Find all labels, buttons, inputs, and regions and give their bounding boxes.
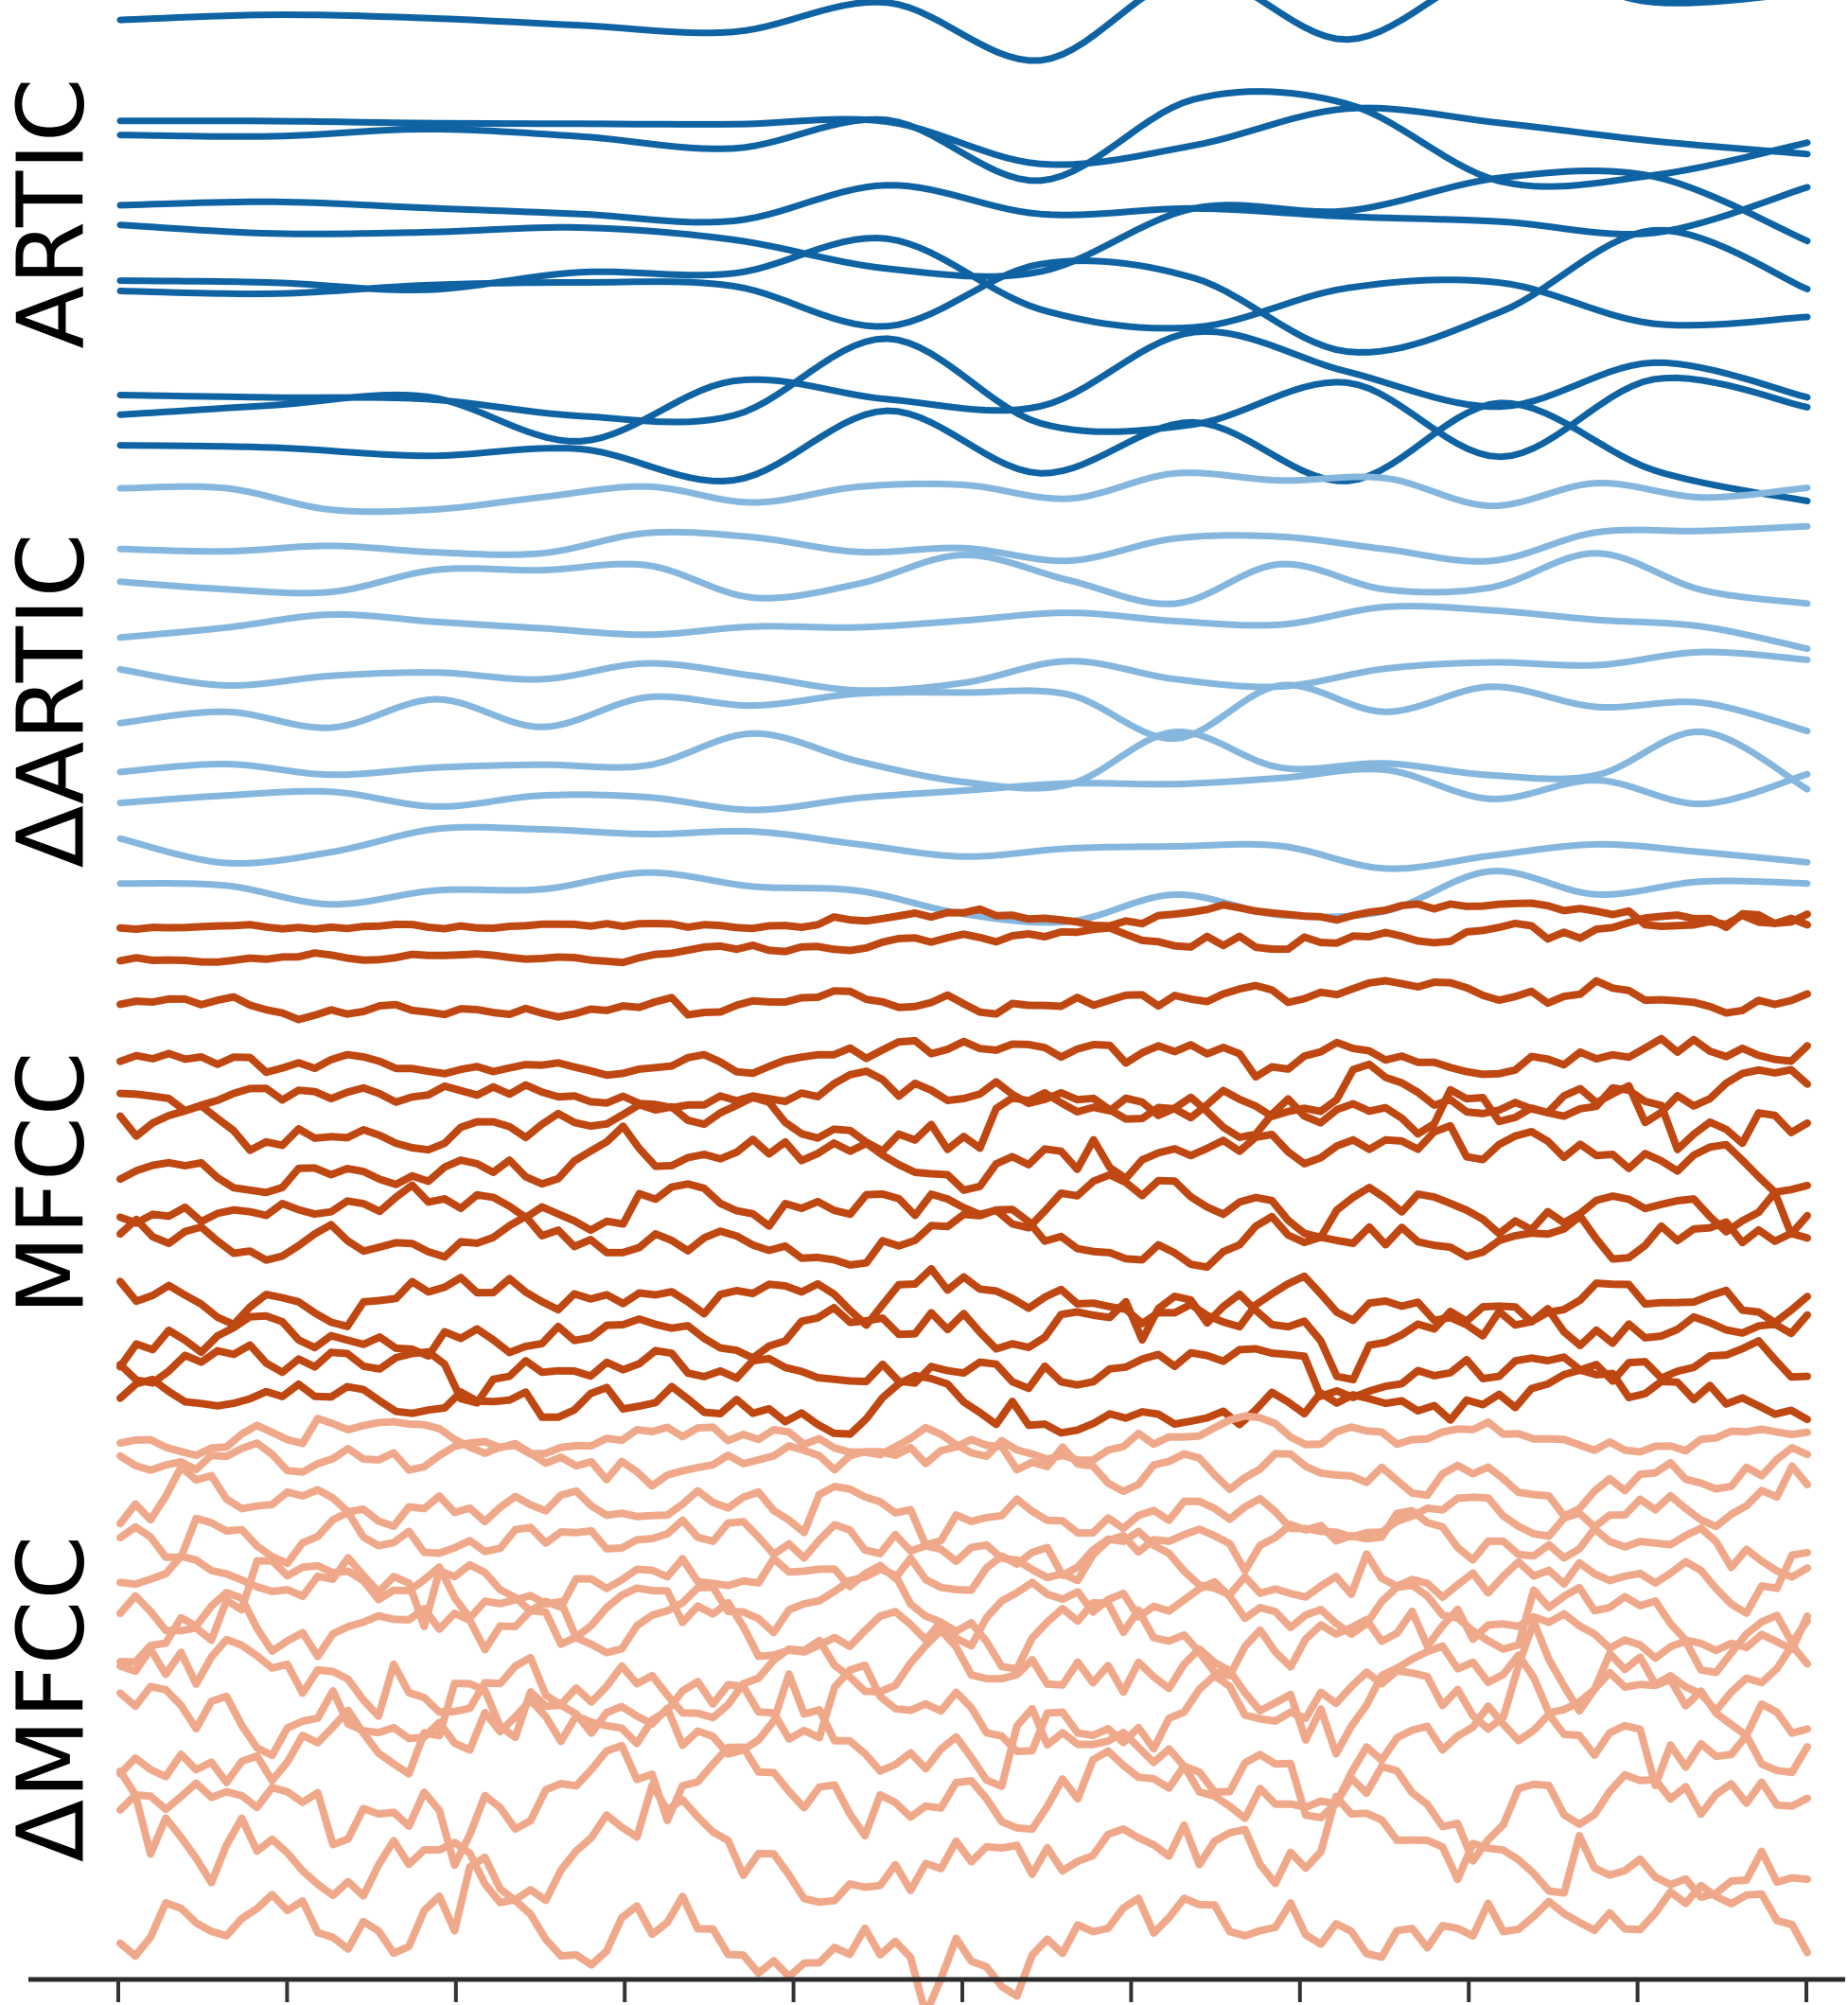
feature-trace: [116, 1741, 1811, 1870]
feature-trace: [116, 1617, 1811, 1760]
feature-trace: [116, 1435, 1811, 1521]
feature-trace: [116, 603, 1811, 653]
feature-trace: [116, 1584, 1811, 1680]
group-label-mfcc: MFCC: [0, 1050, 105, 1315]
feature-trace: [116, 1462, 1811, 1549]
feature-trace: [116, 1034, 1811, 1082]
trace-group-artic: [116, 0, 1811, 504]
feature-trace: [116, 823, 1811, 872]
feature-trace: [116, 1337, 1811, 1407]
feature-trace: [116, 1626, 1811, 1758]
feature-trace: [116, 88, 1811, 190]
group-label-artic: ARTIC: [0, 77, 105, 349]
feature-trace: [116, 648, 1811, 695]
feature-trace: [116, 399, 1811, 504]
group-label-delta-artic: ΔARTIC: [0, 532, 105, 869]
trace-group-delta-mfcc: [116, 1412, 1811, 2005]
feature-trace: [116, 1781, 1811, 1907]
feature-trace: [116, 327, 1811, 445]
feature-trace: [116, 469, 1811, 516]
feature-trace: [116, 550, 1811, 607]
feature-trace: [116, 1853, 1811, 2005]
feature-trace: [116, 0, 1768, 64]
feature-trace: [116, 182, 1811, 237]
feature-trace: [116, 1506, 1811, 1585]
feature-trace: [116, 522, 1811, 565]
feature-trace: [116, 1527, 1811, 1630]
trace-group-mfcc: [116, 899, 1811, 1438]
feature-trace: [116, 104, 1811, 168]
feature-trace: [116, 226, 1811, 356]
feature-trace: [116, 909, 1811, 967]
feature-trace: [116, 1205, 1811, 1272]
feature-trace: [116, 1170, 1811, 1241]
feature-trace: [116, 765, 1811, 814]
group-label-delta-mfcc: ΔMFCC: [0, 1534, 105, 1863]
feature-trace: [116, 1264, 1811, 1340]
feature-trace: [116, 1670, 1811, 1821]
feature-trace: [116, 1060, 1811, 1127]
feature-trace: [116, 1121, 1811, 1197]
feature-trace: [116, 167, 1811, 280]
feature-trace: [116, 1412, 1811, 1465]
feature-trace: [116, 681, 1811, 743]
feature-trace: [116, 899, 1811, 933]
trace-group-delta-artic: [116, 469, 1811, 926]
feature-trace: [116, 1290, 1811, 1384]
feature-trace: [116, 235, 1811, 332]
feature-trace: [116, 1083, 1811, 1155]
feature-trace: [116, 1365, 1811, 1438]
feature-trace: [116, 976, 1811, 1024]
feature-trace: [116, 728, 1811, 793]
x-axis: [28, 1977, 1845, 2002]
